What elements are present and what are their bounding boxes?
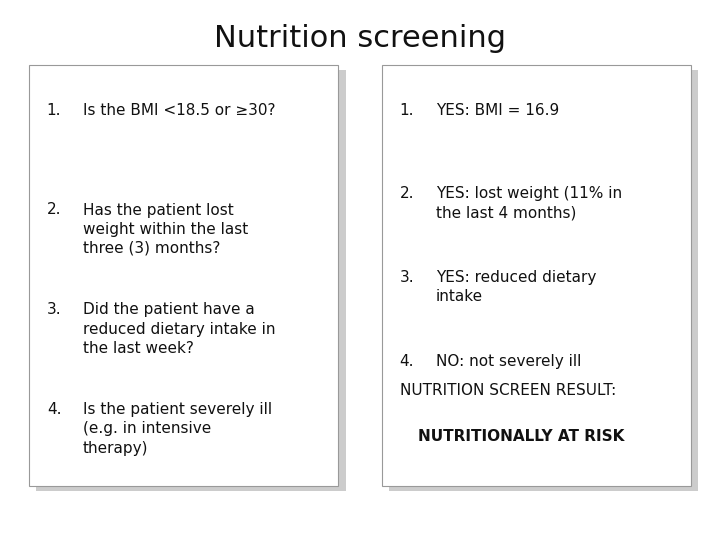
FancyBboxPatch shape [36,70,346,491]
Text: NO: not severely ill: NO: not severely ill [436,354,581,369]
Text: 1.: 1. [47,103,61,118]
Text: 2.: 2. [400,186,414,201]
Text: 3.: 3. [47,302,61,318]
FancyBboxPatch shape [29,65,338,486]
FancyBboxPatch shape [389,70,698,491]
Text: YES: lost weight (11% in
the last 4 months): YES: lost weight (11% in the last 4 mont… [436,186,622,220]
Text: 4.: 4. [47,402,61,417]
FancyBboxPatch shape [382,65,691,486]
Text: Did the patient have a
reduced dietary intake in
the last week?: Did the patient have a reduced dietary i… [83,302,275,356]
Text: Nutrition screening: Nutrition screening [214,24,506,53]
Text: NUTRITION SCREEN RESULT:: NUTRITION SCREEN RESULT: [400,383,616,399]
Text: Is the BMI <18.5 or ≥​30?: Is the BMI <18.5 or ≥​30? [83,103,275,118]
Text: YES: reduced dietary
intake: YES: reduced dietary intake [436,270,596,304]
Text: NUTRITIONALLY AT RISK: NUTRITIONALLY AT RISK [418,429,624,444]
Text: 3.: 3. [400,270,414,285]
Text: 1.: 1. [400,103,414,118]
Text: Is the patient severely ill
(e.g. in intensive
therapy): Is the patient severely ill (e.g. in int… [83,402,272,456]
Text: 2.: 2. [47,202,61,218]
Text: Has the patient lost
weight within the last
three (3) months?: Has the patient lost weight within the l… [83,202,248,256]
Text: 4.: 4. [400,354,414,369]
Text: YES: BMI = 16.9: YES: BMI = 16.9 [436,103,559,118]
